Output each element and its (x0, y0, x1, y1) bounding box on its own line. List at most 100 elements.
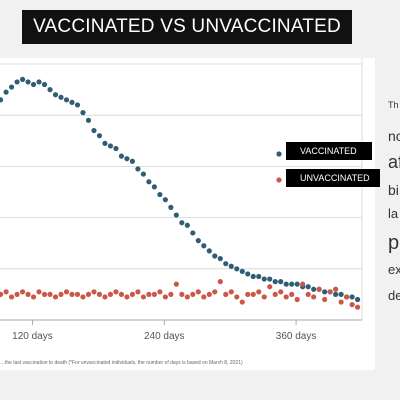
unvaccinated-point (36, 289, 42, 295)
vaccinated-point (283, 281, 289, 287)
unvaccinated-point (47, 291, 53, 297)
unvaccinated-point (333, 286, 339, 292)
vaccinated-point (129, 158, 136, 164)
unvaccinated-point (162, 294, 168, 300)
vaccinated-point (272, 279, 278, 285)
unvaccinated-point (261, 294, 267, 300)
side-text-fragment: ex (388, 262, 400, 277)
unvaccinated-point (278, 289, 284, 295)
vaccinated-point (47, 87, 53, 93)
unvaccinated-point (305, 291, 311, 297)
vaccinated-point (0, 97, 4, 103)
vaccinated-point (168, 204, 174, 210)
vaccinated-point (190, 230, 196, 236)
vaccinated-point (201, 243, 207, 249)
unvaccinated-point (91, 289, 97, 295)
unvaccinated-point (96, 291, 103, 297)
vaccinated-point (355, 296, 361, 303)
vaccinated-point (36, 79, 42, 85)
unvaccinated-point (234, 294, 240, 300)
unvaccinated-point (19, 289, 26, 295)
vaccinated-point (162, 197, 168, 203)
side-text-fragment: nc (388, 128, 400, 144)
vaccinated-point (69, 99, 75, 105)
vaccinated-point (239, 268, 245, 274)
vaccinated-point (157, 191, 163, 198)
side-text-fragment: p (388, 232, 400, 254)
unvaccinated-point (102, 294, 108, 300)
unvaccinated-point (107, 291, 114, 297)
vaccinated-point (140, 171, 146, 177)
unvaccinated-point (157, 289, 163, 295)
vaccinated-point (228, 263, 234, 269)
unvaccinated-point (316, 286, 322, 292)
unvaccinated-point (74, 291, 81, 297)
unvaccinated-point (223, 291, 229, 297)
vaccinated-point (124, 156, 130, 162)
chart-caption: …the last vaccination to death (*For unv… (0, 360, 243, 366)
vaccinated-point (322, 289, 328, 295)
unvaccinated-point (3, 289, 9, 295)
legend-unvaccinated-marker (276, 177, 282, 183)
unvaccinated-point (338, 299, 344, 305)
vaccinated-point (151, 184, 157, 190)
side-text-fragment: af (388, 152, 400, 172)
unvaccinated-point (195, 289, 201, 295)
unvaccinated-point (118, 291, 125, 297)
unvaccinated-point (245, 291, 251, 297)
unvaccinated-point (80, 294, 86, 300)
x-tick-label: 360 days (276, 331, 317, 342)
vaccinated-point (63, 97, 70, 103)
unvaccinated-point (228, 289, 234, 295)
vaccinated-point (212, 253, 218, 259)
legend-unvaccinated-label: UNVACCINATED (286, 169, 380, 187)
unvaccinated-point (8, 294, 15, 300)
chart-title: VACCINATED VS UNVACCINATED (22, 10, 352, 44)
x-tick-label: 120 days (12, 331, 53, 342)
unvaccinated-point (201, 294, 207, 300)
unvaccinated-point (173, 281, 179, 287)
vaccinated-point (294, 281, 300, 287)
vaccinated-point (311, 286, 317, 292)
vaccinated-point (278, 279, 284, 285)
vaccinated-point (234, 266, 240, 272)
vaccinated-point (3, 89, 9, 95)
chart-panel: 120 days 240 days 360 days (0, 58, 375, 370)
vaccinated-point (250, 273, 256, 280)
vaccinated-point (217, 255, 223, 262)
unvaccinated-point (283, 294, 289, 300)
vaccinated-point (267, 276, 273, 282)
vaccinated-point (80, 110, 86, 116)
vaccinated-point (30, 81, 37, 88)
unvaccinated-point (300, 281, 306, 287)
vaccinated-point (85, 117, 92, 123)
unvaccinated-point (289, 291, 295, 297)
unvaccinated-point (146, 291, 152, 297)
legend-vaccinated-label: VACCINATED (286, 142, 372, 160)
unvaccinated-point (322, 296, 328, 303)
unvaccinated-point (25, 291, 31, 297)
vaccinated-point (256, 273, 262, 280)
unvaccinated-point (41, 291, 48, 297)
unvaccinated-point (311, 294, 317, 300)
legend-vaccinated-marker (276, 151, 282, 157)
vaccinated-point (41, 81, 48, 88)
unvaccinated-point (190, 291, 196, 297)
vaccinated-point (349, 294, 355, 300)
unvaccinated-point (267, 284, 273, 290)
side-text-fragment: de (388, 288, 400, 303)
vaccinated-point (118, 153, 125, 159)
unvaccinated-point (250, 291, 256, 297)
unvaccinated-point (124, 294, 130, 300)
unvaccinated-point (135, 289, 141, 295)
vaccinated-point (245, 271, 251, 277)
unvaccinated-point (14, 291, 20, 297)
vaccinated-point (58, 94, 64, 100)
vaccinated-point (135, 166, 141, 172)
vaccinated-point (52, 92, 59, 98)
unvaccinated-point (294, 296, 300, 303)
unvaccinated-point (272, 291, 278, 297)
vaccinated-point (96, 133, 103, 139)
unvaccinated-point (179, 291, 185, 297)
unvaccinated-point (355, 304, 361, 310)
